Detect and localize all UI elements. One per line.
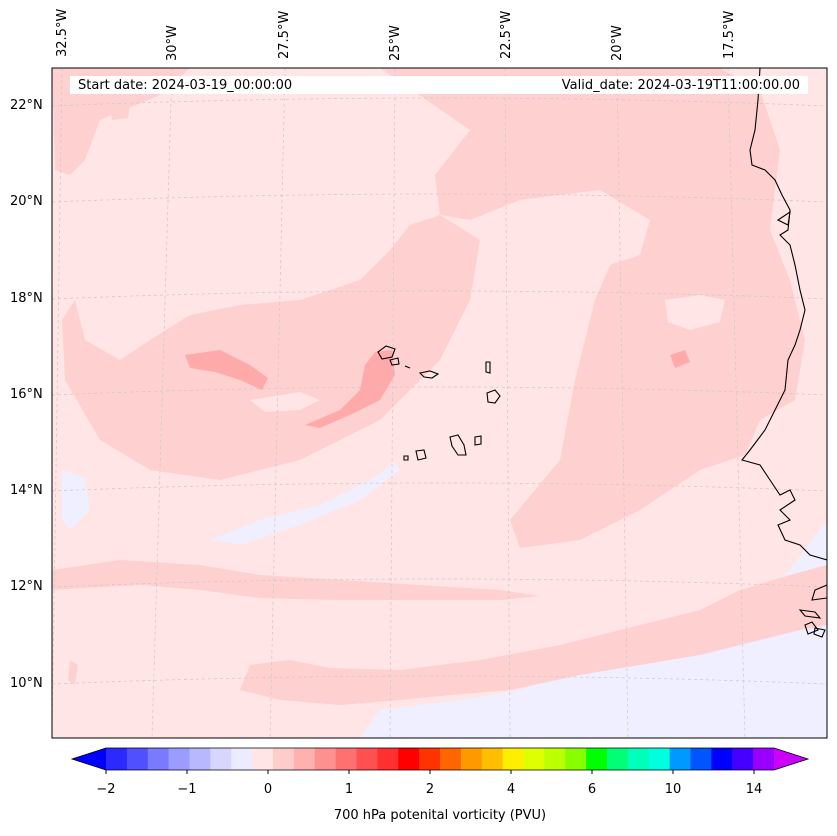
colorbar-segment [586, 748, 608, 770]
lat-label: 12°N [10, 579, 43, 594]
colorbar-tick: 0 [263, 782, 273, 797]
pv-core [670, 350, 690, 368]
colorbar-segment [356, 748, 378, 770]
colorbar-segment [440, 748, 462, 770]
colorbar-segment [335, 748, 357, 770]
colorbar-tick: 6 [587, 782, 597, 797]
colorbar-tick: 14 [745, 782, 763, 797]
africa-coastline [741, 68, 827, 561]
colorbar-segment [106, 748, 128, 770]
lon-label: 20°W [610, 25, 625, 61]
colorbar [70, 747, 810, 774]
lat-label: 16°N [10, 387, 43, 402]
pv-band [68, 660, 78, 685]
colorbar-segment [565, 748, 587, 770]
pv-band [62, 215, 480, 480]
pv-field [52, 68, 827, 738]
colorbar-segment [252, 748, 274, 770]
colorbar-segment [210, 748, 232, 770]
lon-label: 17.5°W [722, 10, 737, 59]
colorbar-segment [189, 748, 211, 770]
colorbar-segment [273, 748, 295, 770]
lat-label: 22°N [10, 98, 43, 113]
colorbar-segment [607, 748, 629, 770]
pv-inset [250, 392, 320, 412]
colorbar-segment [147, 748, 170, 770]
pv-negative-area [360, 520, 827, 738]
island-sal [485, 361, 491, 374]
pv-band [240, 565, 827, 705]
lon-label: 22.5°W [499, 10, 514, 59]
colorbar-segment [711, 748, 733, 770]
colorbar-extend-min [72, 748, 106, 770]
island-santa-luzia [404, 365, 411, 369]
colorbar-segment [398, 748, 420, 770]
colorbar-segment [314, 748, 337, 770]
africa-coastline [804, 621, 819, 635]
pv-negative-area [210, 462, 400, 545]
pv-core [185, 350, 268, 390]
colorbar-segment [732, 748, 754, 770]
lat-label: 20°N [10, 194, 43, 209]
pv-band [52, 68, 190, 175]
colorbar-segment [460, 748, 483, 770]
colorbar-segment [419, 748, 441, 770]
lon-label: 27.5°W [277, 10, 292, 59]
island-santiago [449, 434, 467, 456]
island-santo-antao [377, 345, 396, 360]
coastline [741, 68, 827, 638]
island-sao-nicolau [418, 370, 440, 379]
colorbar-title: 700 hPa potenital vorticity (PVU) [333, 808, 547, 823]
colorbar-segment [544, 748, 566, 770]
colorbar-tick: 1 [344, 782, 354, 797]
africa-coastline [813, 627, 826, 638]
colorbar-tick: −1 [177, 782, 197, 797]
colorbar-segment [523, 748, 545, 770]
colorbar-tick: −2 [96, 782, 116, 797]
colorbar-segment [669, 748, 691, 770]
lon-label: 25°W [388, 25, 403, 61]
colorbar-segment [126, 748, 149, 770]
colorbar-segment [753, 748, 775, 770]
pv-core [305, 350, 395, 428]
colorbar-tick: 10 [664, 782, 682, 797]
lat-label: 14°N [10, 483, 43, 498]
lon-label: 32.5°W [55, 8, 70, 57]
africa-coastline [798, 609, 822, 619]
colorbar-segment [293, 748, 316, 770]
africa-coastline [811, 584, 827, 601]
colorbar-segment [481, 748, 504, 770]
pv-band [52, 560, 540, 600]
island-maio [474, 435, 482, 446]
cape-verde-islands [377, 345, 501, 461]
colorbar-tick: 4 [506, 782, 516, 797]
pv-band [380, 68, 805, 548]
colorbar-segment [627, 748, 650, 770]
colorbar-segment [690, 748, 712, 770]
colorbar-segment [648, 748, 671, 770]
valid-date-label: Valid_date: 2024-03-19T11:00:00.00 [561, 78, 800, 93]
pv-band [110, 105, 130, 120]
lon-label: 30°W [165, 25, 180, 61]
colorbar-extend-max [774, 748, 808, 770]
pv-negative-area [62, 470, 90, 530]
island-boa-vista [486, 389, 501, 404]
colorbar-segment [377, 748, 399, 770]
gridlines [52, 68, 827, 738]
island-fogo [415, 449, 427, 461]
colorbar-segment [502, 748, 524, 770]
lat-label: 10°N [10, 676, 43, 691]
island-sao-vicente [389, 357, 400, 366]
island-brava [403, 455, 409, 461]
colorbar-segment [168, 748, 190, 770]
africa-coastline [776, 210, 791, 226]
colorbar-segment [231, 748, 253, 770]
map-frame [51, 67, 828, 739]
colorbar-tick: 2 [425, 782, 435, 797]
start-date-label: Start date: 2024-03-19_00:00:00 [78, 78, 293, 93]
header-bar [70, 76, 808, 94]
pv-inset [665, 295, 725, 330]
lat-label: 18°N [10, 291, 43, 306]
